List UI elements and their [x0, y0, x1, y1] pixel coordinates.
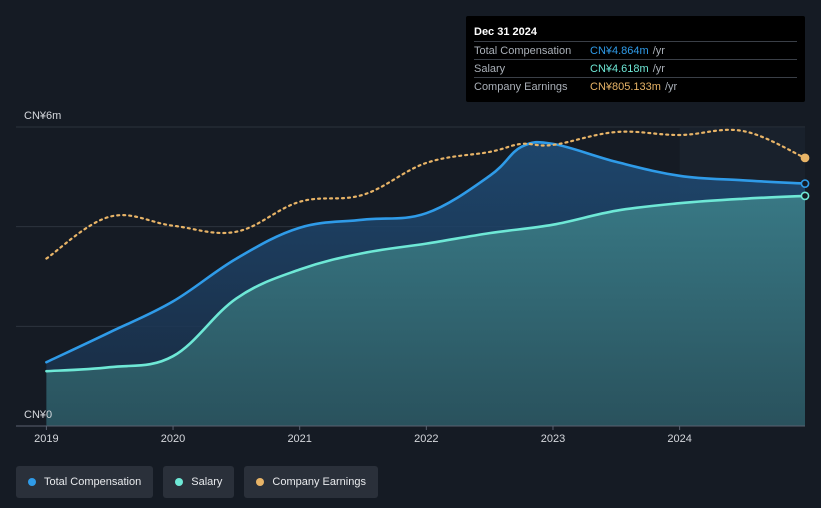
salary-line: [45, 194, 807, 373]
total-compensation-line: [45, 140, 807, 364]
company-earnings-end-marker: [800, 153, 810, 163]
tooltip-unit: /yr: [664, 80, 678, 93]
legend-item-salary[interactable]: Salary: [163, 466, 235, 498]
legend-item-total-compensation[interactable]: Total Compensation: [16, 466, 154, 498]
tooltip-row-total-compensation: Total Compensation CN¥4.864m /yr: [474, 41, 797, 59]
legend-label: Salary: [191, 476, 223, 488]
y-tick-label: CN¥0: [24, 409, 52, 421]
salary-area: [46, 195, 806, 426]
y-tick-label: CN¥6m: [24, 110, 61, 122]
tooltip-row-company-earnings: Company Earnings CN¥805.133m /yr: [474, 77, 797, 95]
tooltip-unit: /yr: [652, 44, 665, 57]
legend-label: Total Compensation: [44, 476, 142, 488]
tooltip-value: CN¥4.618m: [590, 62, 649, 75]
legend-dot-icon: [175, 478, 184, 486]
legend-label: Company Earnings: [272, 476, 366, 488]
tooltip-label: Salary: [474, 62, 506, 75]
company-earnings-line: [45, 128, 807, 260]
x-tick-label: 2020: [161, 433, 185, 445]
tooltip-label: Total Compensation: [474, 44, 572, 57]
tooltip-panel: Dec 31 2024 Total Compensation CN¥4.864m…: [466, 16, 805, 102]
x-tick-label: 2024: [667, 433, 691, 445]
legend-item-company-earnings[interactable]: Company Earnings: [244, 466, 378, 498]
legend-dot-icon: [256, 478, 265, 486]
x-tick-label: 2021: [287, 433, 311, 445]
total-compensation-end-marker: [800, 179, 810, 189]
tooltip-row-salary: Salary CN¥4.618m /yr: [474, 59, 797, 77]
tooltip-date: Dec 31 2024: [474, 26, 537, 38]
tooltip-unit: /yr: [652, 62, 665, 75]
tooltip-label: Company Earnings: [474, 80, 568, 93]
tooltip-value: CN¥4.864m: [590, 44, 649, 57]
x-tick-label: 2022: [414, 433, 438, 445]
salary-end-marker: [800, 191, 810, 201]
chart-legend: Total Compensation Salary Company Earnin…: [16, 466, 378, 498]
x-tick-label: 2019: [34, 433, 58, 445]
x-tick-label: 2023: [541, 433, 565, 445]
legend-dot-icon: [28, 478, 36, 486]
tooltip-value: CN¥805.133m: [590, 80, 661, 93]
